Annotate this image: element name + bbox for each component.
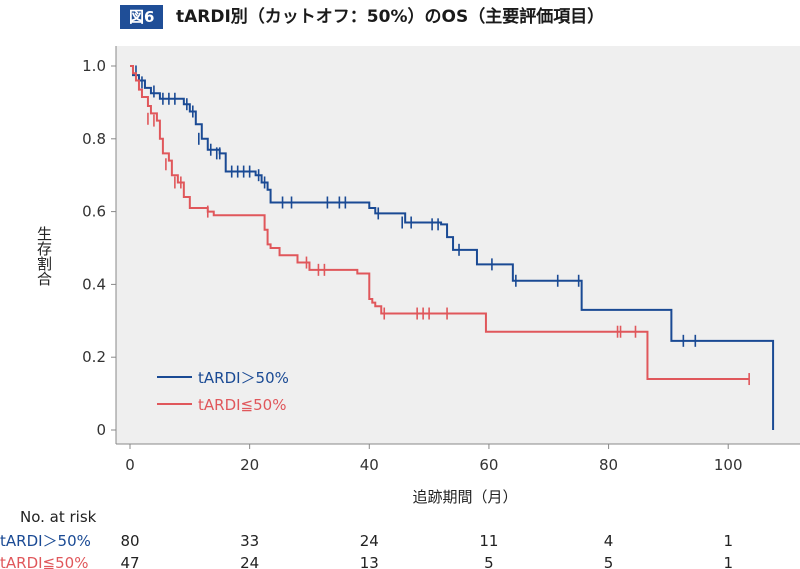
plot-background (116, 46, 800, 444)
x-tick-label: 0 (125, 456, 135, 474)
figure-number-badge: 図6 (120, 5, 164, 29)
legend-label: tARDI＞50% (198, 369, 289, 387)
x-tick-label: 40 (360, 456, 379, 474)
risk-count: 33 (240, 532, 259, 550)
risk-count: 47 (120, 554, 139, 569)
survival-curve-group-1 (130, 65, 750, 386)
y-tick-label: 0.2 (82, 348, 106, 366)
figure-title-bar: 図6 tARDI別（カットオフ：50%）のOS（主要評価項目） (0, 0, 800, 36)
risk-count: 24 (240, 554, 259, 569)
risk-count: 5 (484, 554, 494, 569)
risk-count: 5 (604, 554, 614, 569)
risk-count: 24 (360, 532, 379, 550)
risk-count: 4 (604, 532, 614, 550)
y-axis-label: 生存割合 (35, 226, 53, 286)
legend-label: tARDI≦50% (198, 396, 286, 414)
risk-count: 13 (360, 554, 379, 569)
risk-count: 11 (479, 532, 498, 550)
y-tick-label: 0.4 (82, 275, 106, 293)
survival-curve-group-0 (130, 65, 775, 430)
y-tick-label: 0 (96, 421, 106, 439)
x-axis-label: 追跡期間（月） (412, 488, 517, 506)
risk-count: 80 (120, 532, 139, 550)
x-tick-label: 100 (714, 456, 743, 474)
y-tick-label: 1.0 (82, 57, 106, 75)
y-tick-label: 0.8 (82, 130, 106, 148)
risk-count: 1 (723, 554, 733, 569)
risk-table-header: No. at risk (20, 508, 97, 526)
risk-row-label: tARDI＞50% (0, 532, 91, 550)
y-tick-label: 0.6 (82, 203, 106, 221)
figure-title: tARDI別（カットオフ：50%）のOS（主要評価項目） (176, 7, 605, 27)
x-tick-label: 60 (479, 456, 498, 474)
x-tick-label: 20 (240, 456, 259, 474)
risk-row-label: tARDI≦50% (0, 554, 88, 569)
risk-count: 1 (723, 532, 733, 550)
x-tick-label: 80 (599, 456, 618, 474)
